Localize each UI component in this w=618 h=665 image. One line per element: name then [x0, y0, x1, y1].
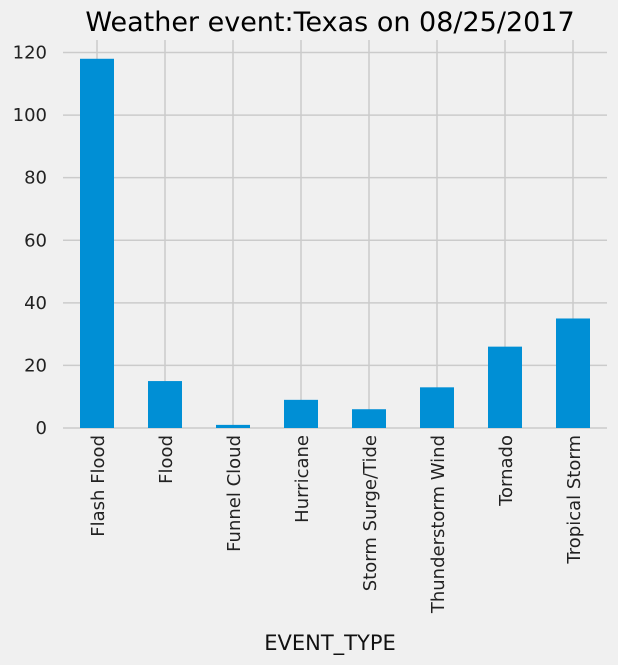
bar-storm-surge-tide — [352, 409, 386, 428]
y-tick-label: 20 — [24, 355, 47, 376]
bar-hurricane — [284, 399, 318, 428]
bars-layer — [80, 58, 590, 428]
y-tick-label: 120 — [13, 43, 47, 64]
y-tick-label: 80 — [24, 168, 47, 189]
x-tick-label: Storm Surge/Tide — [360, 435, 381, 591]
y-tick-label: 60 — [24, 230, 47, 251]
bar-tornado — [488, 346, 522, 428]
x-tick-label: Tornado — [496, 435, 517, 507]
x-tick-label: Tropical Storm — [564, 435, 585, 565]
chart-title: Weather event:Texas on 08/25/2017 — [85, 7, 574, 38]
bar-funnel-cloud — [216, 424, 250, 428]
x-tick-label: Flood — [156, 435, 177, 484]
x-tick-label: Thunderstorm Wind — [428, 435, 449, 614]
bar-tropical-storm — [556, 318, 590, 428]
y-tick-label: 100 — [13, 105, 47, 126]
bar-flood — [148, 381, 182, 428]
bar-thunderstorm-wind — [420, 387, 454, 428]
x-axis-label: EVENT_TYPE — [264, 631, 396, 656]
x-tick-label: Hurricane — [292, 435, 313, 523]
y-tick-labels: 0 20 40 60 80 100 120 — [13, 43, 47, 439]
x-tick-label: Funnel Cloud — [224, 435, 245, 552]
x-tick-label: Flash Flood — [88, 435, 109, 537]
bar-flash-flood — [80, 58, 114, 428]
x-tick-labels: Flash Flood Flood Funnel Cloud Hurricane Sto… — [88, 435, 585, 614]
y-tick-label: 40 — [24, 293, 47, 314]
grid-layer — [63, 40, 607, 429]
y-tick-label: 0 — [36, 418, 47, 439]
